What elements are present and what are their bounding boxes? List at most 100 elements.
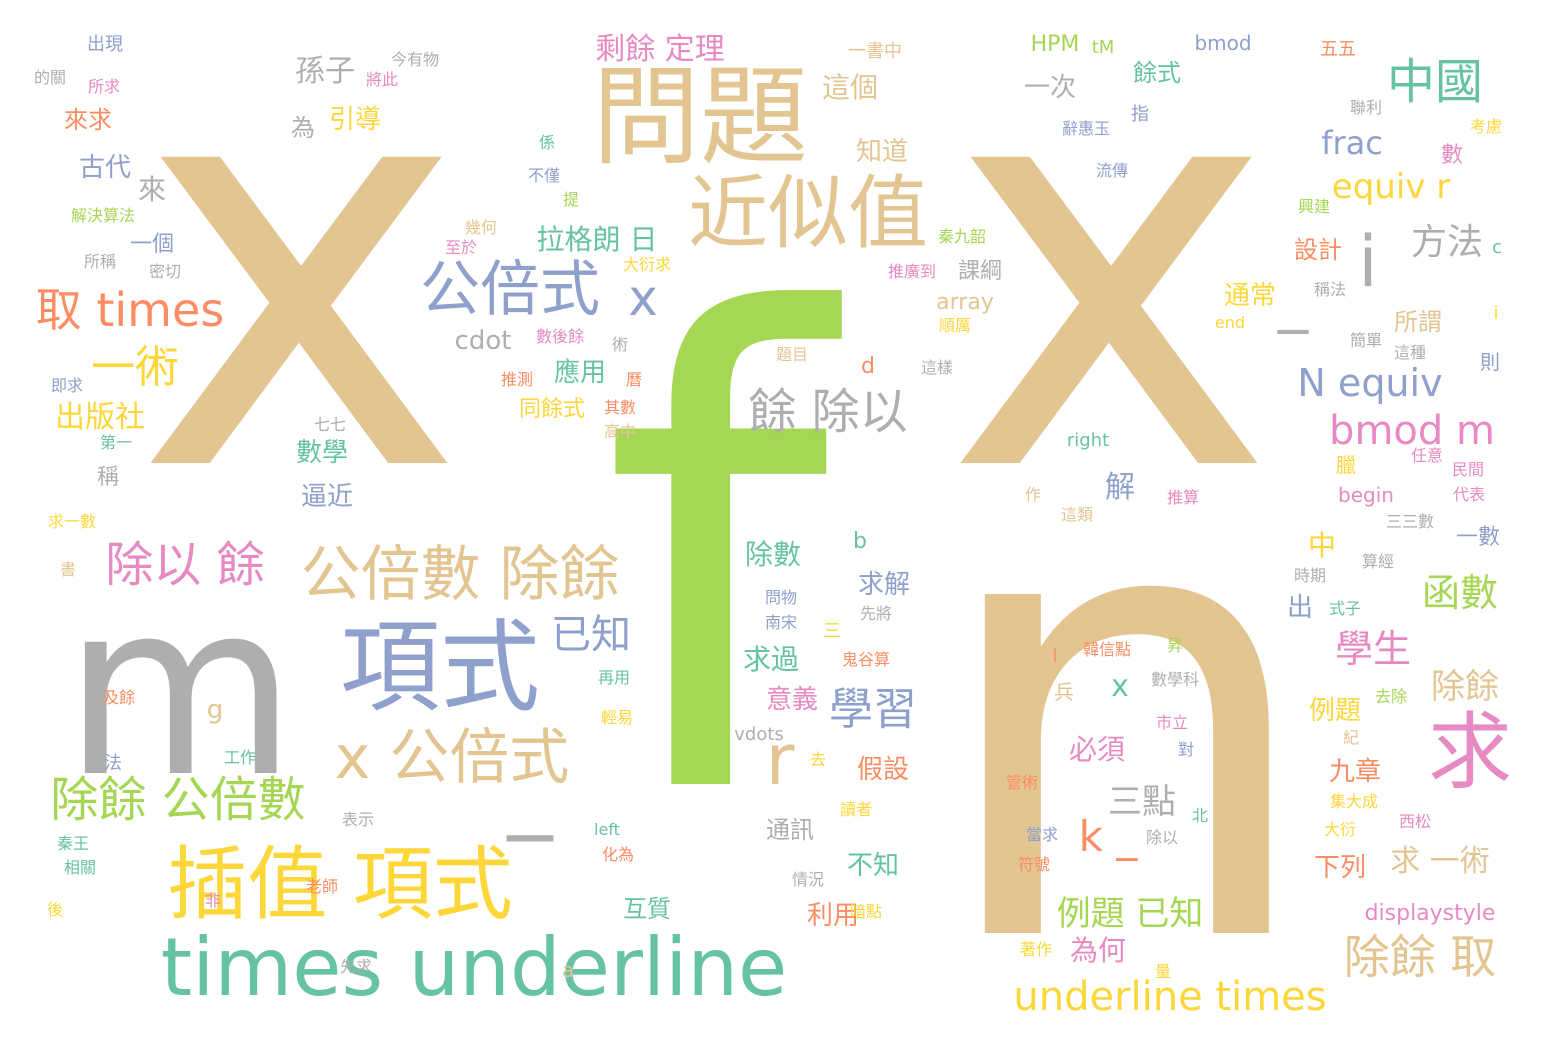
cloud-word: 所求 — [87, 77, 121, 96]
cloud-word: right — [1066, 430, 1110, 451]
cloud-word: 老師 — [305, 877, 339, 896]
cloud-word: x — [1111, 669, 1129, 704]
cloud-word: 問題 — [591, 55, 809, 180]
cloud-word: 順厲 — [938, 316, 972, 335]
cloud-word: 這樣 — [920, 358, 954, 377]
cloud-word: 情況 — [791, 870, 825, 889]
cloud-word: r — [765, 719, 795, 801]
cloud-word: 來 — [137, 173, 167, 206]
cloud-word: 書 — [59, 560, 77, 579]
cloud-word: 時期 — [1293, 566, 1327, 585]
cloud-word: 臘 — [1336, 453, 1356, 477]
cloud-word: 引導 — [328, 105, 382, 135]
cloud-word: 求過 — [742, 643, 800, 676]
cloud-word: 一個 — [129, 232, 175, 257]
cloud-word: underline times — [1013, 974, 1327, 1020]
cloud-word: 南宋 — [764, 613, 798, 632]
cloud-word: x — [944, 0, 1276, 596]
cloud-word: 密切 — [148, 262, 182, 281]
cloud-word: 意義 — [765, 685, 819, 715]
cloud-word: 一書中 — [848, 41, 902, 62]
cloud-word: d — [861, 354, 875, 379]
cloud-word: n — [928, 359, 1322, 1052]
cloud-word: 集大成 — [1329, 792, 1379, 811]
cloud-word: 工作 — [223, 748, 257, 767]
cloud-word: 去除 — [1374, 687, 1408, 706]
cloud-word: 公倍數 除餘 — [300, 540, 620, 610]
cloud-word: 公倍式 — [420, 255, 600, 325]
cloud-word: 聯利 — [1349, 98, 1383, 117]
cloud-word: 出 — [1286, 593, 1314, 623]
cloud-word: 第一 — [99, 433, 133, 452]
cloud-word: tM — [1091, 37, 1115, 58]
cloud-word: 餘 除以 — [748, 384, 908, 440]
cloud-word: 九章 — [1328, 757, 1382, 787]
cloud-word: 推廣到 — [887, 262, 937, 281]
cloud-word: end — [1214, 313, 1246, 332]
cloud-word: 剩餘 定理 — [595, 32, 725, 67]
cloud-word: 將此 — [365, 70, 399, 89]
cloud-word: a — [561, 958, 575, 982]
cloud-word: 五五 — [1320, 39, 1356, 60]
cloud-word: 這類 — [1060, 505, 1094, 524]
cloud-word: 為 — [291, 114, 315, 142]
cloud-word: 暗點 — [849, 902, 883, 921]
cloud-word: 其數 — [603, 398, 637, 417]
cloud-word: 學生 — [1334, 627, 1412, 671]
cloud-word: 數後餘 — [535, 327, 585, 346]
cloud-word: 係 — [538, 133, 556, 152]
cloud-word: 式子 — [1328, 599, 1362, 618]
cloud-word: 西松 — [1398, 812, 1432, 831]
cloud-word: 問物 — [764, 588, 798, 607]
cloud-word: 非 — [204, 891, 222, 910]
cloud-word: displaystyle — [1364, 901, 1496, 926]
cloud-word: m — [63, 550, 297, 830]
cloud-word: 提 — [562, 190, 580, 209]
cloud-word: i — [1358, 221, 1378, 303]
cloud-word: begin — [1338, 483, 1394, 507]
cloud-word: 來求 — [64, 106, 112, 134]
cloud-word: 除以 餘 — [105, 537, 265, 593]
cloud-word: 表示 — [341, 810, 375, 829]
cloud-word: 所稱 — [83, 252, 117, 271]
cloud-word: 當求 — [1025, 825, 1059, 844]
cloud-word: 流傳 — [1095, 161, 1129, 180]
cloud-word: 同餘式 — [518, 397, 586, 422]
cloud-word: 管術 — [1005, 773, 1039, 792]
cloud-word: 利用 — [806, 901, 860, 931]
cloud-word: 辭惠玉 — [1061, 119, 1111, 138]
cloud-word: bmod — [1194, 31, 1252, 55]
cloud-word: 稱 — [96, 465, 120, 490]
cloud-word: 先將 — [859, 604, 893, 623]
cloud-word: 求 — [1427, 703, 1513, 801]
cloud-word: 一次 — [1023, 73, 1077, 103]
cloud-word: 法 — [104, 753, 122, 774]
cloud-word: 題目 — [775, 345, 809, 364]
cloud-word: vdots — [734, 724, 784, 745]
cloud-word: 函數 — [1421, 571, 1499, 615]
cloud-word: 一數 — [1455, 525, 1501, 550]
cloud-word: equiv r — [1331, 167, 1451, 207]
cloud-word: 項式 — [340, 609, 540, 726]
cloud-word: 方法 — [1410, 222, 1484, 263]
cloud-word: 求 一術 — [1390, 844, 1490, 879]
cloud-word: 互質 — [623, 895, 671, 923]
cloud-word: 至於 — [444, 238, 478, 257]
cloud-word: 近似值 — [688, 167, 928, 260]
cloud-word: 先求 — [339, 957, 373, 976]
cloud-word: 今有物 — [390, 50, 440, 69]
cloud-word: 解決算法 — [70, 206, 136, 225]
cloud-word: x — [134, 0, 466, 596]
cloud-word: f — [600, 182, 830, 938]
cloud-word: 大衍 — [1323, 820, 1357, 839]
cloud-word: 紀 — [1342, 728, 1360, 747]
cloud-word: 術 — [611, 335, 629, 354]
cloud-word: 三點 — [1108, 782, 1176, 822]
cloud-word: x 公倍式 — [334, 723, 570, 793]
cloud-word: 推算 — [1166, 488, 1200, 507]
cloud-word: frac — [1321, 124, 1383, 162]
cloud-word: 除餘 取 — [1343, 930, 1497, 984]
cloud-word: 設計 — [1294, 236, 1342, 264]
cloud-word: 除餘 — [1431, 667, 1499, 707]
cloud-word: 化為 — [601, 845, 635, 864]
